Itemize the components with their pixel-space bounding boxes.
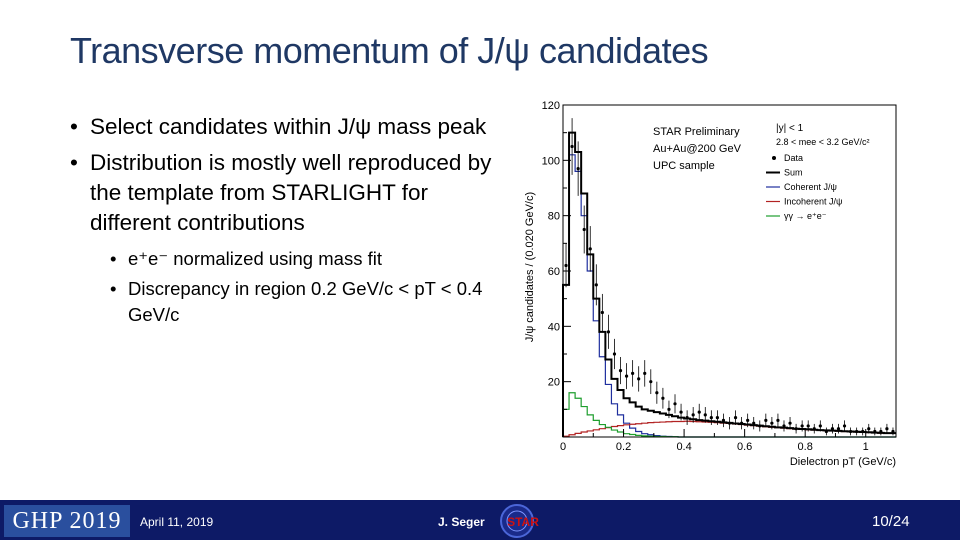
footer-date: April 11, 2019 xyxy=(140,515,214,529)
sub-bullet-item: Discrepancy in region 0.2 GeV/c < pT < 0… xyxy=(110,276,500,328)
x-tick-label: 0.2 xyxy=(616,441,631,453)
data-point xyxy=(703,413,707,417)
star-logo-text: STAR xyxy=(507,515,539,529)
sub-bullet-item: e⁺e⁻ normalized using mass fit xyxy=(110,246,500,272)
data-point xyxy=(673,402,677,406)
y-axis-label: J/ψ candidates / (0.020 GeV/c) xyxy=(524,192,536,342)
data-point xyxy=(855,429,859,434)
data-point xyxy=(655,391,659,395)
y-tick-label: 100 xyxy=(542,155,560,167)
y-tick-label: 80 xyxy=(548,211,560,223)
data-point xyxy=(776,418,780,422)
data-point xyxy=(606,330,611,334)
data-point xyxy=(631,371,635,375)
x-tick-label: 1 xyxy=(863,441,869,453)
data-point xyxy=(812,427,816,431)
data-point xyxy=(649,380,653,384)
data-point xyxy=(861,429,865,434)
data-point xyxy=(691,413,695,417)
footer-bar xyxy=(0,500,960,540)
data-point xyxy=(830,427,835,431)
data-point xyxy=(867,427,871,431)
x-tick-label: 0.6 xyxy=(737,441,752,453)
data-point xyxy=(594,283,598,287)
data-point xyxy=(794,427,798,431)
data-point xyxy=(588,247,592,251)
data-point xyxy=(721,418,726,422)
legend-label: γγ → e⁺e⁻ xyxy=(784,211,827,221)
data-point xyxy=(770,421,774,425)
data-point xyxy=(758,424,762,428)
data-point xyxy=(576,167,580,171)
conference-logo: GHP 2019 xyxy=(4,505,130,537)
star-logo-icon: STAR xyxy=(500,504,539,538)
data-point xyxy=(685,416,689,420)
data-point xyxy=(740,421,744,425)
legend-marker xyxy=(772,156,776,160)
legend-label: Incoherent J/ψ xyxy=(784,197,842,207)
bullet-list: Select candidates within J/ψ mass peak D… xyxy=(70,112,500,332)
legend-label: Sum xyxy=(784,168,803,178)
x-tick-label: 0.4 xyxy=(676,441,691,453)
data-point xyxy=(806,424,810,428)
data-point xyxy=(842,424,847,428)
data-point xyxy=(612,352,617,356)
data-point xyxy=(879,429,883,434)
data-point xyxy=(667,407,671,411)
bullet-item: Select candidates within J/ψ mass peak xyxy=(70,112,500,142)
slide-title: Transverse momentum of J/ψ candidates xyxy=(70,30,709,71)
data-point xyxy=(643,371,647,375)
sub-bullet-list: e⁺e⁻ normalized using mass fit Discrepan… xyxy=(110,246,500,328)
page-number: 10/24 xyxy=(872,513,910,530)
data-point xyxy=(848,429,853,434)
data-point xyxy=(885,427,889,431)
y-tick-label: 20 xyxy=(548,377,560,389)
data-point xyxy=(661,396,665,400)
bullet-item: Distribution is mostly well reproduced b… xyxy=(70,148,500,238)
data-point xyxy=(836,427,841,431)
data-point xyxy=(746,418,750,422)
data-point xyxy=(715,416,719,420)
footer-author: J. Seger xyxy=(438,515,485,529)
x-tick-label: 0.8 xyxy=(798,441,813,453)
data-point xyxy=(727,421,732,425)
data-point xyxy=(800,424,804,428)
data-point xyxy=(582,227,586,232)
data-point xyxy=(600,310,604,315)
data-point xyxy=(824,429,828,434)
y-tick-label: 60 xyxy=(548,266,560,278)
rapidity-cut: |y| < 1 xyxy=(776,123,804,134)
data-point xyxy=(764,418,768,422)
sample-annotation: UPC sample xyxy=(653,160,715,172)
data-point xyxy=(618,369,623,373)
mass-cut: 2.8 < mee < 3.2 GeV/c² xyxy=(776,137,870,147)
x-tick-label: 0 xyxy=(560,441,566,453)
data-point xyxy=(564,263,568,268)
data-point xyxy=(570,144,574,149)
data-point xyxy=(891,429,895,434)
data-point xyxy=(752,421,756,425)
data-point xyxy=(733,416,738,420)
x-axis-label: Dielectron pT (GeV/c) xyxy=(790,456,896,468)
data-point xyxy=(818,424,822,428)
y-tick-label: 120 xyxy=(542,100,560,112)
data-point xyxy=(697,410,701,414)
system-annotation: Au+Au@200 GeV xyxy=(653,143,742,155)
data-point xyxy=(873,429,877,434)
data-point xyxy=(679,410,683,414)
legend-label: Coherent J/ψ xyxy=(784,182,837,192)
data-point xyxy=(788,421,792,425)
preliminary-annotation: STAR Preliminary xyxy=(653,126,740,138)
y-tick-label: 40 xyxy=(548,321,560,333)
data-point xyxy=(709,416,713,420)
data-point xyxy=(624,374,629,378)
legend-label: Data xyxy=(784,153,803,163)
data-point xyxy=(782,424,786,428)
series-line-sum xyxy=(562,131,896,437)
data-point xyxy=(637,377,641,381)
